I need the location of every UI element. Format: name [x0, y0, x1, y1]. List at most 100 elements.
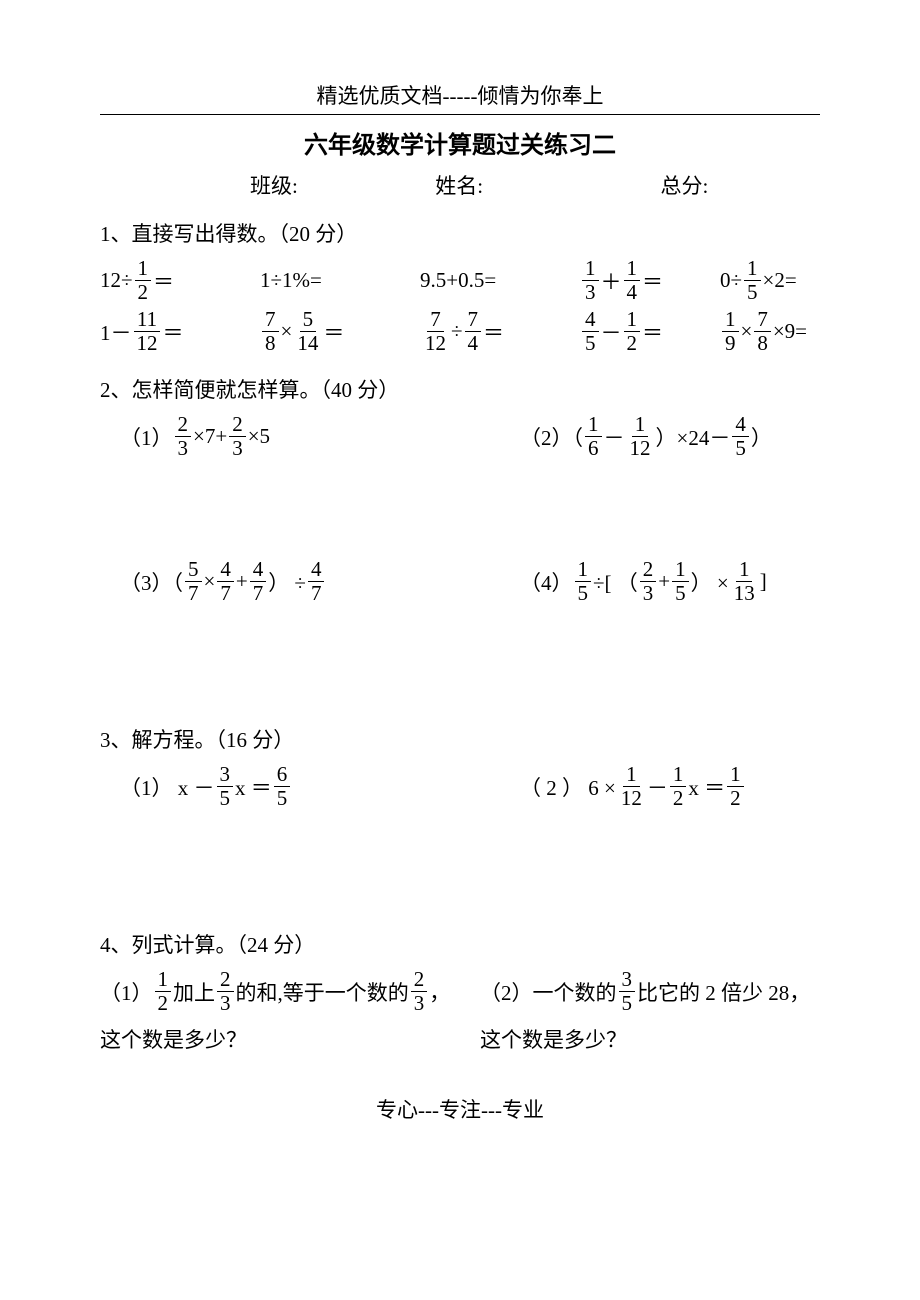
den: 4 — [624, 281, 641, 303]
den: 5 — [274, 787, 291, 809]
num: 1 — [575, 559, 592, 582]
class-label: 班级: — [250, 170, 430, 200]
t: + — [236, 569, 248, 594]
num: 2 — [640, 559, 657, 582]
num: 1 — [727, 764, 744, 787]
t: ×7+ — [193, 424, 227, 449]
t: ＝ — [153, 266, 174, 296]
num: 7 — [754, 309, 771, 332]
num: 1 — [624, 258, 641, 281]
info-row: 班级: 姓名: 总分: — [100, 170, 820, 200]
s1-row1: 12÷ 12 ＝ 1÷1%= 9.5+0.5= 13 ＋ 14 ＝ 0÷ 15 … — [100, 258, 820, 303]
t: 加上 — [173, 977, 215, 1007]
num: 4 — [217, 559, 234, 582]
den: 14 — [294, 332, 321, 354]
t: ×2= — [763, 268, 797, 293]
t: × — [741, 319, 753, 344]
t: ＝ — [323, 317, 344, 347]
header-divider — [100, 114, 820, 115]
den: 7 — [308, 582, 325, 604]
num: 2 — [175, 414, 192, 437]
section-1-head: 1、直接写出得数。（20 分） — [100, 218, 820, 248]
num: 1 — [135, 258, 152, 281]
t: （2）（ — [520, 422, 583, 452]
t: ×5 — [248, 424, 270, 449]
den: 7 — [185, 582, 202, 604]
den: 8 — [754, 332, 771, 354]
doc-footer: 专心---专注---专业 — [100, 1094, 820, 1124]
t: ） × — [691, 567, 729, 597]
den: 2 — [727, 787, 744, 809]
t: 9.5+0.5= — [420, 268, 496, 293]
t: ， — [429, 977, 450, 1007]
num: 7 — [262, 309, 279, 332]
den: 5 — [672, 582, 689, 604]
t: x ＝ — [688, 772, 725, 802]
num: 2 — [229, 414, 246, 437]
den: 2 — [135, 281, 152, 303]
num: 3 — [619, 969, 636, 992]
q2-follow: 这个数是多少？ — [480, 1024, 820, 1054]
t: ×9= — [773, 319, 807, 344]
num: 7 — [465, 309, 482, 332]
den: 2 — [624, 332, 641, 354]
t: x ＝ — [235, 772, 272, 802]
num: 4 — [308, 559, 325, 582]
den: 5 — [619, 992, 636, 1014]
q1-follow: 这个数是多少？ — [100, 1024, 480, 1054]
num: 1 — [585, 414, 602, 437]
s2-pair2: （3）（ 57 × 47 + 47 ） ÷ 47 （4） 15 ÷[ （ 23 … — [100, 559, 820, 604]
t: ＝ — [483, 317, 504, 347]
den: 7 — [250, 582, 267, 604]
num: 2 — [411, 969, 428, 992]
s2-pair1: （1） 23 ×7+ 23 ×5 （2）（ 16 － 112 ）×24－ 45 … — [100, 414, 820, 459]
num: 1 — [155, 969, 172, 992]
t: － — [647, 772, 668, 802]
t: （1） — [120, 422, 173, 452]
den: 3 — [175, 437, 192, 459]
t: 12÷ — [100, 268, 133, 293]
s3-pair: （1） x － 35 x ＝ 65 （ 2 ） 6 × 112 － 12 x ＝… — [100, 764, 820, 809]
s4-pair: （1） 12 加上 23 的和,等于一个数的 23 ， （2）一个数的 35 比… — [100, 969, 820, 1014]
t: 1－ — [100, 317, 132, 347]
t: ＝ — [642, 317, 663, 347]
t: ＋ — [601, 266, 622, 296]
den: 12 — [422, 332, 449, 354]
t: （ 2 ） 6 × — [520, 772, 616, 802]
section-2-head: 2、怎样简便就怎样算。（40 分） — [100, 374, 820, 404]
den: 12 — [618, 787, 645, 809]
num: 5 — [185, 559, 202, 582]
num: 1 — [624, 309, 641, 332]
t: ＝ — [642, 266, 663, 296]
t: × — [281, 319, 293, 344]
den: 4 — [465, 332, 482, 354]
section-3-head: 3、解方程。（16 分） — [100, 724, 820, 754]
den: 3 — [582, 281, 599, 303]
num: 1 — [670, 764, 687, 787]
t: 比它的 2 倍少 28， — [637, 977, 810, 1007]
t: 1÷1%= — [260, 268, 322, 293]
num: 1 — [744, 258, 761, 281]
t: （2）一个数的 — [480, 977, 617, 1007]
den: 3 — [640, 582, 657, 604]
den: 9 — [722, 332, 739, 354]
den: 5 — [582, 332, 599, 354]
t: ） ÷ — [268, 567, 306, 597]
t: ）×24－ — [656, 422, 731, 452]
num: 1 — [632, 414, 649, 437]
num: 1 — [722, 309, 739, 332]
num: 4 — [250, 559, 267, 582]
name-label: 姓名: — [435, 170, 655, 200]
den: 7 — [217, 582, 234, 604]
t: ） — [751, 422, 772, 452]
den: 5 — [732, 437, 749, 459]
num: 4 — [732, 414, 749, 437]
s1-row2: 1－ 1112 ＝ 78 × 514 ＝ 712 ÷ 74 ＝ 45 － 12 … — [100, 309, 820, 354]
num: 1 — [623, 764, 640, 787]
den: 3 — [411, 992, 428, 1014]
den: 3 — [229, 437, 246, 459]
num: 4 — [582, 309, 599, 332]
num: 1 — [582, 258, 599, 281]
num: 1 — [736, 559, 753, 582]
num: 5 — [300, 309, 317, 332]
